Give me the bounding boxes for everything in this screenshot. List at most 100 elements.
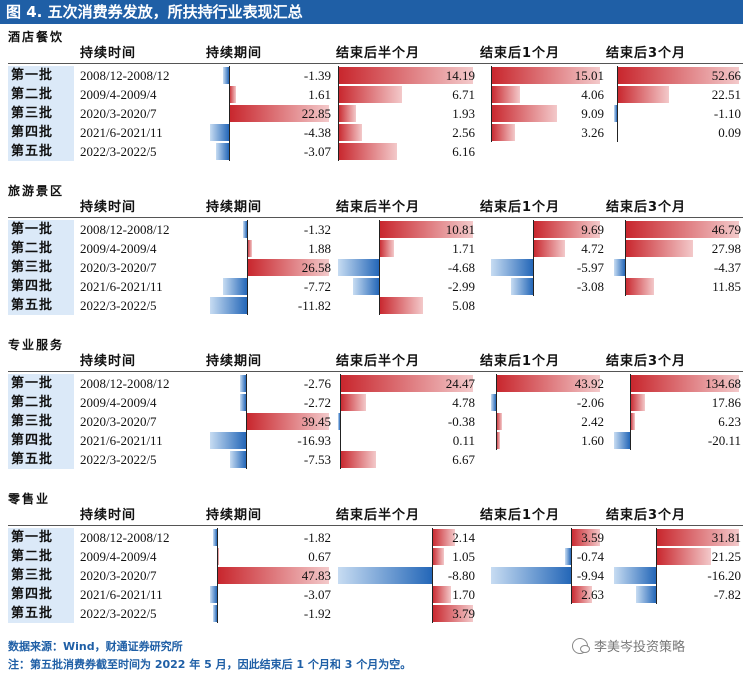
data-label: -7.72: [303, 279, 331, 294]
data-label: 0.09: [718, 125, 741, 140]
batch-label: 第三批: [8, 412, 74, 431]
data-label: 14.19: [445, 68, 475, 83]
period-label: 2009/4-2009/4: [80, 549, 157, 564]
data-label: 17.86: [711, 395, 741, 410]
data-label: -1.92: [303, 606, 331, 621]
zero-axis-during: [246, 374, 247, 469]
bar-half_year: [338, 67, 473, 84]
data-label: 4.72: [581, 241, 604, 256]
data-label: -1.10: [713, 106, 741, 121]
bar-one_month: [495, 413, 502, 430]
bar-half_year: [338, 86, 402, 103]
table-row: 第三批 2020/3-2020/7 47.83 -8.80 -9.94 -16.20: [0, 566, 743, 585]
bar-three_month: [616, 86, 669, 103]
bar-during: [245, 413, 329, 430]
period-label: 2022/3-2022/5: [80, 298, 157, 313]
value-cell-one_month: 9.69: [485, 220, 606, 239]
period-label: 2008/12-2008/12: [80, 530, 170, 545]
data-label: 6.71: [452, 87, 475, 102]
period-label: 2022/3-2022/5: [80, 144, 157, 159]
value-cell-during: -3.07: [206, 585, 333, 604]
value-cell-three_month: -1.10: [610, 104, 743, 123]
value-cell-one_month: [485, 604, 606, 623]
bar-during: [212, 605, 218, 622]
value-cell-half_year: 1.70: [334, 585, 477, 604]
value-cell-half_year: 0.11: [334, 431, 477, 450]
watermark-text: 李美岑投资策略: [594, 640, 686, 655]
data-label: -8.80: [447, 568, 475, 583]
column-header-period: 持续时间: [80, 200, 137, 215]
value-cell-during: -4.38: [206, 123, 333, 142]
batch-label: 第一批: [8, 374, 74, 393]
section-3: 零售业 持续时间 持续期间 结束后半个月 结束后1个月 结束后3个月 第一批 2008/12-…: [0, 492, 743, 625]
section-1: 旅游景区 持续时间 持续期间 结束后半个月 结束后1个月 结束后3个月 第一批 2008/12…: [0, 184, 743, 317]
value-cell-half_year: 6.67: [334, 450, 477, 469]
data-label: 27.98: [711, 241, 741, 256]
section-title: 零售业: [8, 492, 51, 506]
table-row: 第五批 2022/3-2022/5 -1.92 3.79: [0, 604, 743, 623]
column-header-one_month: 结束后1个月: [480, 200, 561, 215]
bar-during: [229, 105, 329, 122]
data-source-note: 数据来源：Wind，财通证券研究所: [8, 640, 183, 653]
column-header-one_month: 结束后1个月: [480, 46, 561, 61]
value-cell-half_year: -8.80: [334, 566, 477, 585]
value-cell-during: 47.83: [206, 566, 333, 585]
data-label: 5.08: [452, 298, 475, 313]
value-cell-one_month: -9.94: [485, 566, 606, 585]
zero-axis-during: [229, 66, 230, 161]
value-cell-half_year: 1.93: [334, 104, 477, 123]
table-row: 第三批 2020/3-2020/7 22.85 1.93 9.09 -1.10: [0, 104, 743, 123]
data-label: 0.11: [452, 433, 475, 448]
column-header-period: 持续时间: [80, 354, 137, 369]
zero-axis-one_month: [571, 528, 572, 604]
column-header-during: 持续期间: [206, 46, 263, 61]
bar-three_month: [624, 278, 654, 295]
table-row: 第四批 2021/6-2021/11 -16.93 0.11 1.60 -20.11: [0, 431, 743, 450]
data-label: -1.39: [303, 68, 331, 83]
period-label: 2021/6-2021/11: [80, 279, 163, 294]
data-label: -0.74: [576, 549, 604, 564]
value-cell-half_year: 24.47: [334, 374, 477, 393]
header-divider: [8, 525, 743, 526]
bar-during: [222, 278, 247, 295]
value-cell-one_month: -2.06: [485, 393, 606, 412]
value-cell-one_month: 4.72: [485, 239, 606, 258]
value-cell-one_month: 2.63: [485, 585, 606, 604]
value-cell-three_month: 22.51: [610, 85, 743, 104]
batch-label: 第四批: [8, 585, 74, 604]
data-label: 22.51: [711, 87, 741, 102]
column-header-period: 持续时间: [80, 508, 137, 523]
data-label: 52.66: [711, 68, 741, 83]
value-cell-three_month: [610, 450, 743, 469]
bar-half_year: [338, 105, 357, 122]
bar-three_month: [630, 413, 636, 430]
bar-during: [215, 143, 230, 160]
zero-axis-half_year: [340, 374, 341, 469]
data-label: -4.68: [447, 260, 475, 275]
bar-half_year: [340, 394, 367, 411]
value-cell-half_year: -4.68: [334, 258, 477, 277]
value-cell-three_month: 0.09: [610, 123, 743, 142]
data-label: 1.60: [581, 433, 604, 448]
value-cell-half_year: 6.71: [334, 85, 477, 104]
value-cell-one_month: -3.08: [485, 277, 606, 296]
value-cell-three_month: 46.79: [610, 220, 743, 239]
bar-three_month: [624, 240, 694, 257]
bar-three_month: [624, 221, 739, 238]
value-cell-half_year: 3.79: [334, 604, 477, 623]
batch-label: 第二批: [8, 85, 74, 104]
footnote: 注：第五批消费券截至时间为 2022 年 5 月，因此结束后 1 个月和 3 个…: [8, 658, 412, 671]
value-cell-three_month: -16.20: [610, 566, 743, 585]
zero-axis-one_month: [533, 220, 534, 296]
data-label: -1.32: [303, 222, 331, 237]
data-label: 15.01: [574, 68, 604, 83]
data-label: 6.23: [718, 414, 741, 429]
column-header-during: 持续期间: [206, 508, 263, 523]
data-label: 1.61: [308, 87, 331, 102]
column-header-three_month: 结束后3个月: [606, 354, 687, 369]
value-cell-during: 22.85: [206, 104, 333, 123]
value-cell-half_year: -0.38: [334, 412, 477, 431]
bar-during: [229, 451, 246, 468]
value-cell-half_year: 2.14: [334, 528, 477, 547]
data-label: -4.38: [303, 125, 331, 140]
